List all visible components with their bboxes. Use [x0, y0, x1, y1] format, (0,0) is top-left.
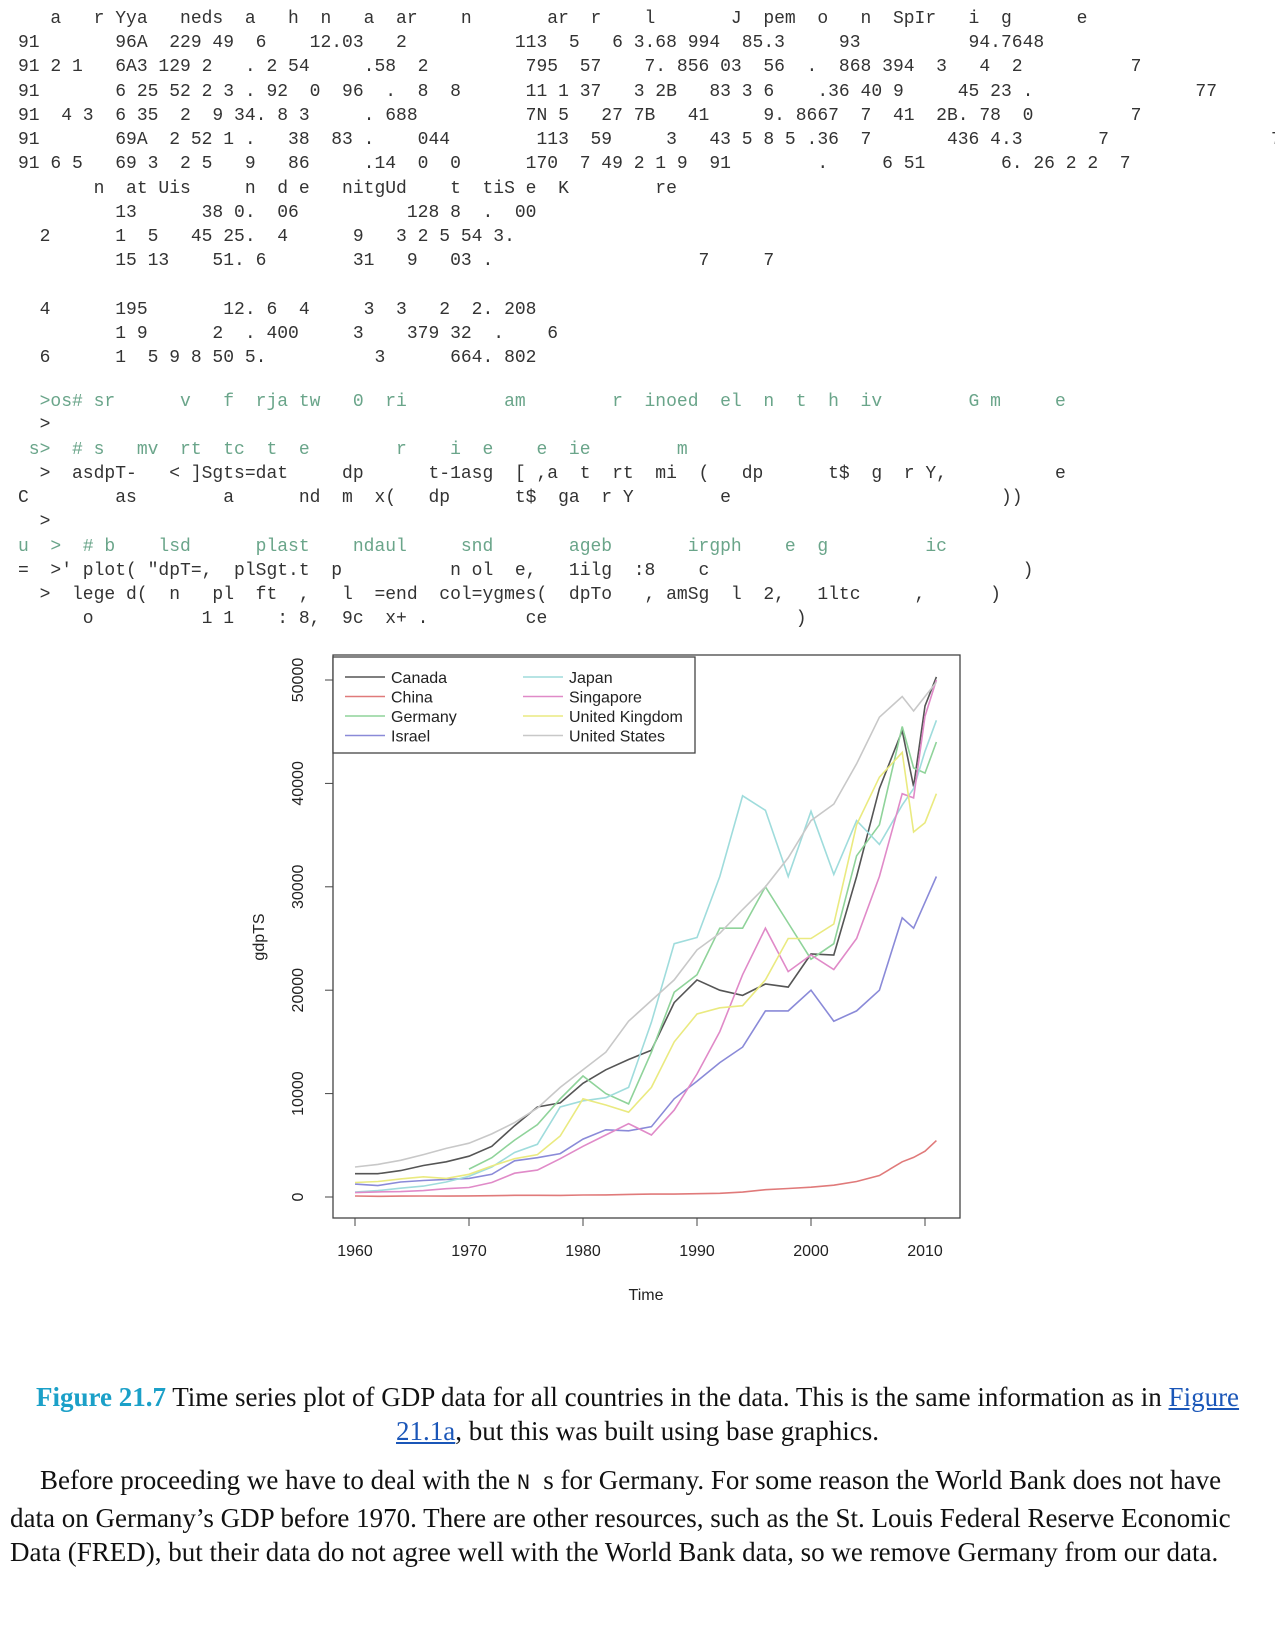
- paragraph-text: s for Germany. For some reason the World…: [10, 1465, 1231, 1567]
- series-line: [354, 681, 938, 1168]
- y-tick-label: 0: [290, 1192, 307, 1201]
- series-line: [354, 679, 938, 1194]
- code-line: 15 13 51. 6 31 9 03 . 7 7: [18, 251, 775, 271]
- caption-text: Time series plot of GDP data for all cou…: [165, 1382, 1169, 1412]
- figure-link[interactable]: Figure 21.1a: [396, 1382, 1240, 1446]
- series-line: [468, 726, 938, 1170]
- series-line: [354, 720, 938, 1193]
- code-line: 91 4 3 6 35 2 9 34. 8 3 . 688 7N 5 27 7B…: [18, 106, 1142, 126]
- series-line: [354, 750, 938, 1184]
- paragraph: Before proceeding we have to deal with t…: [10, 1463, 1235, 1569]
- legend-label: United States: [569, 729, 665, 746]
- code-line: C as a nd m x( dp t$ ga r Y e )): [18, 488, 1023, 508]
- x-tick-label: 2000: [793, 1243, 829, 1260]
- code-line: 4 195 12. 6 4 3 3 2 2. 208: [18, 300, 537, 320]
- code-line: s> # s mv rt tc t e r i e e ie m: [18, 440, 688, 460]
- x-tick-label: 1980: [565, 1243, 601, 1260]
- x-tick-label: 1990: [679, 1243, 715, 1260]
- y-tick-label: 50000: [290, 658, 307, 703]
- code-line: 91 69A 2 52 1 . 38 83 . 044 113 59 3 43 …: [18, 130, 1275, 150]
- y-tick-label: 20000: [290, 968, 307, 1013]
- figure-label: Figure 21.7: [35, 1382, 166, 1412]
- legend-label: United Kingdom: [569, 709, 683, 726]
- code-line: > asdpT- < ]Sgts=dat dp t-1asg [ ,a t rt…: [18, 464, 1275, 484]
- code-line: >: [18, 415, 51, 435]
- code-line: 91 6 5 69 3 2 5 9 86 .14 0 0 170 7 49 2 …: [18, 154, 1131, 174]
- y-axis-label: gdpTS: [251, 913, 268, 960]
- code-line: o 1 1 : 8, 9c x+ . ce ): [18, 609, 807, 629]
- code-line: 91 6 25 52 2 3 . 92 0 96 . 8 8 11 1 37 3…: [18, 82, 1217, 102]
- code-line: 91 96A 229 49 6 12.03 2 113 5 6 3.68 994…: [18, 33, 1045, 53]
- code-line: 6 1 5 9 8 50 5. 3 664. 802: [18, 348, 537, 368]
- legend-label: China: [391, 690, 433, 707]
- inline-code: N: [516, 1471, 544, 1496]
- y-tick-label: 10000: [290, 1071, 307, 1116]
- code-line: >os# sr v f rja tw 0 ri am r inoed el n …: [18, 392, 1066, 412]
- x-tick-label: 2010: [907, 1243, 943, 1260]
- chart: 0 10000 20000 30000 40000 50000 1960 1970 1980 19…: [251, 654, 961, 1304]
- code-line: 91 2 1 6A3 129 2 . 2 54 .58 2 795 57 7. …: [18, 57, 1142, 77]
- x-tick-label: 1960: [337, 1243, 373, 1260]
- code-line: 1 9 2 . 400 3 379 32 . 6: [18, 324, 559, 344]
- legend-label: Japan: [569, 670, 613, 687]
- code-line: 2 1 5 45 25. 4 9 3 2 5 54 3.: [18, 227, 515, 247]
- plot-frame: [332, 654, 961, 1219]
- x-axis-label: Time: [629, 1287, 664, 1304]
- code-line: 13 38 0. 06 128 8 . 00: [18, 203, 537, 223]
- legend-label: Canada: [391, 670, 447, 687]
- legend-label: Singapore: [569, 690, 642, 707]
- y-tick-label: 30000: [290, 864, 307, 909]
- legend-label: Israel: [391, 729, 430, 746]
- code-line: a r Yya neds a h n a ar n ar r l J pem o…: [18, 9, 1088, 29]
- series-line: [354, 1140, 937, 1198]
- series-line: [354, 876, 938, 1187]
- code-line: > lege d( n pl ft , l =end col=ygmes( dp…: [18, 585, 1001, 605]
- paragraph-text: Before proceeding we have to deal with t…: [40, 1465, 517, 1495]
- legend-box: [332, 656, 696, 754]
- y-tick-label: 40000: [290, 761, 307, 806]
- code-line: n at Uis n d e nitgUd t tiS e K re: [18, 179, 677, 199]
- caption-text: , but this was built using base graphics…: [455, 1416, 879, 1446]
- code-line: >: [18, 512, 51, 532]
- code-line: u > # b lsd plast ndaul snd ageb irgph e…: [18, 537, 947, 557]
- x-tick-label: 1970: [451, 1243, 487, 1260]
- code-line: = >' plot( "dpT=, plSgt.t p n ol e, 1ilg…: [18, 561, 1034, 581]
- figure-caption: Figure 21.7 Time series plot of GDP data…: [30, 1380, 1245, 1448]
- legend-label: Germany: [391, 709, 457, 726]
